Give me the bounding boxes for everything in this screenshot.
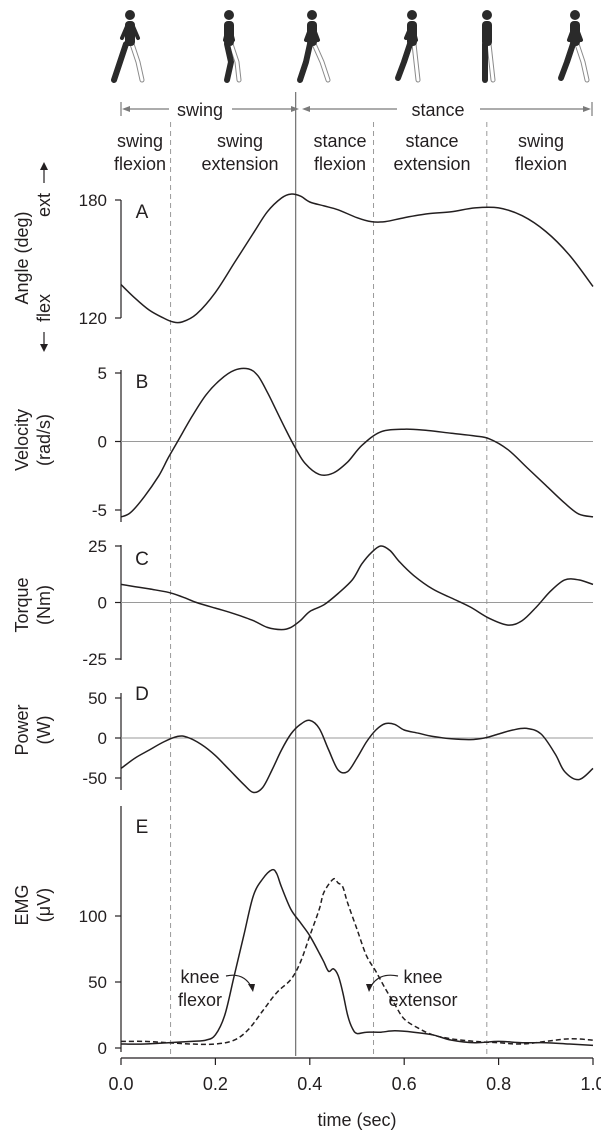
x-axis: 0.0 0.2 0.4 0.6 0.8 1.0 time (sec) (108, 1057, 601, 1130)
annotation-extensor-arrowhead (366, 984, 373, 992)
walking-figure (223, 10, 242, 83)
y-tick-label: -5 (92, 501, 107, 520)
panel-label: A (136, 202, 149, 223)
y-tick-label: 180 (79, 191, 107, 210)
y-axis-title: EMG (12, 884, 32, 925)
y-tick-label: 50 (88, 973, 107, 992)
walking-figure (482, 10, 496, 83)
stance-arrowhead-right (583, 106, 591, 112)
y-tick-label: -50 (82, 769, 107, 788)
walking-figure (558, 10, 590, 83)
series-line (120, 367, 594, 518)
panel-label: E (136, 817, 149, 838)
flex-arrowhead (40, 344, 48, 352)
panel-label: B (136, 372, 149, 393)
x-tick-label: 1.0 (580, 1074, 601, 1094)
swing-arrowhead-left (122, 106, 130, 112)
walking-figures (111, 10, 590, 83)
panel-e: 100 50 0 E EMG (μV) (12, 806, 594, 1058)
subphase-4-line1: stance (405, 131, 458, 151)
panel-label: C (135, 549, 149, 570)
y-tick-label: 25 (88, 537, 107, 556)
y-tick-label: 0 (98, 433, 107, 452)
y-tick-label: 0 (98, 1039, 107, 1058)
y-axis-unit: (Nm) (34, 585, 54, 625)
panel-label: D (135, 684, 149, 705)
y-tick-label: 100 (79, 907, 107, 926)
annotation-extensor-line2: extensor (388, 990, 457, 1010)
y-tick-label: 0 (98, 729, 107, 748)
y-axis-flex-label: flex (34, 294, 54, 322)
y-axis-title: Power (12, 704, 32, 755)
y-axis-title: Angle (deg) (12, 211, 32, 304)
x-tick-label: 0.4 (297, 1074, 322, 1094)
ext-arrowhead (40, 162, 48, 170)
panel-c: 25 0 -25 C Torque (Nm) (12, 537, 594, 669)
series-line (120, 868, 594, 1047)
annotation-flexor-line1: knee (180, 967, 219, 987)
panel-d: 50 0 -50 D Power (W) (12, 684, 594, 794)
annotation-flexor-line2: flexor (178, 990, 222, 1010)
y-axis-title: Velocity (12, 409, 32, 471)
phase-bar: swing stance (120, 100, 593, 120)
subphase-5-line2: flexion (515, 154, 567, 174)
walking-figure (297, 10, 331, 83)
walking-figure (111, 10, 145, 83)
emg-annotations: knee flexor knee extensor (178, 967, 458, 1010)
series-line (120, 545, 594, 631)
stance-arrowhead-left (302, 106, 310, 112)
y-tick-label: 120 (79, 309, 107, 328)
x-tick-label: 0.6 (392, 1074, 417, 1094)
y-axis-unit: (W) (34, 716, 54, 745)
x-tick-label: 0.8 (486, 1074, 511, 1094)
annotation-flexor-arrow (225, 974, 253, 989)
subphase-labels: swing flexion swing extension stance fle… (114, 131, 567, 174)
x-tick-label: 0.0 (108, 1074, 133, 1094)
panel-b: 5 0 -5 B Velocity (rad/s) (12, 364, 594, 522)
y-axis-title: Torque (12, 577, 32, 632)
y-axis-ext-label: ext (34, 193, 54, 217)
annotation-flexor-arrowhead (248, 984, 255, 992)
x-axis-title: time (sec) (317, 1110, 396, 1130)
subphase-5-line1: swing (518, 131, 564, 151)
phase-label-swing: swing (177, 100, 223, 120)
y-tick-label: 0 (98, 594, 107, 613)
subphase-2-line1: swing (217, 131, 263, 151)
y-tick-label: 50 (88, 689, 107, 708)
subphase-3-line1: stance (313, 131, 366, 151)
y-axis-unit: (μV) (34, 888, 54, 922)
subphase-4-line2: extension (393, 154, 470, 174)
subphase-1-line1: swing (117, 131, 163, 151)
x-tick-label: 0.2 (203, 1074, 228, 1094)
series-line (120, 193, 594, 324)
annotation-extensor-line1: knee (403, 967, 442, 987)
subphase-3-line2: flexion (314, 154, 366, 174)
y-axis-unit: (rad/s) (34, 414, 54, 466)
phase-label-stance: stance (411, 100, 464, 120)
phase-separators (170, 92, 488, 1056)
panel-a: 180 120 A Angle (deg)ext flex (12, 162, 594, 352)
series-line (120, 719, 594, 794)
y-tick-label: -25 (82, 650, 107, 669)
subphase-1-line2: flexion (114, 154, 166, 174)
subphase-2-line2: extension (201, 154, 278, 174)
walking-figure (395, 10, 421, 83)
series-line-dashed (120, 877, 594, 1046)
y-tick-label: 5 (98, 364, 107, 383)
